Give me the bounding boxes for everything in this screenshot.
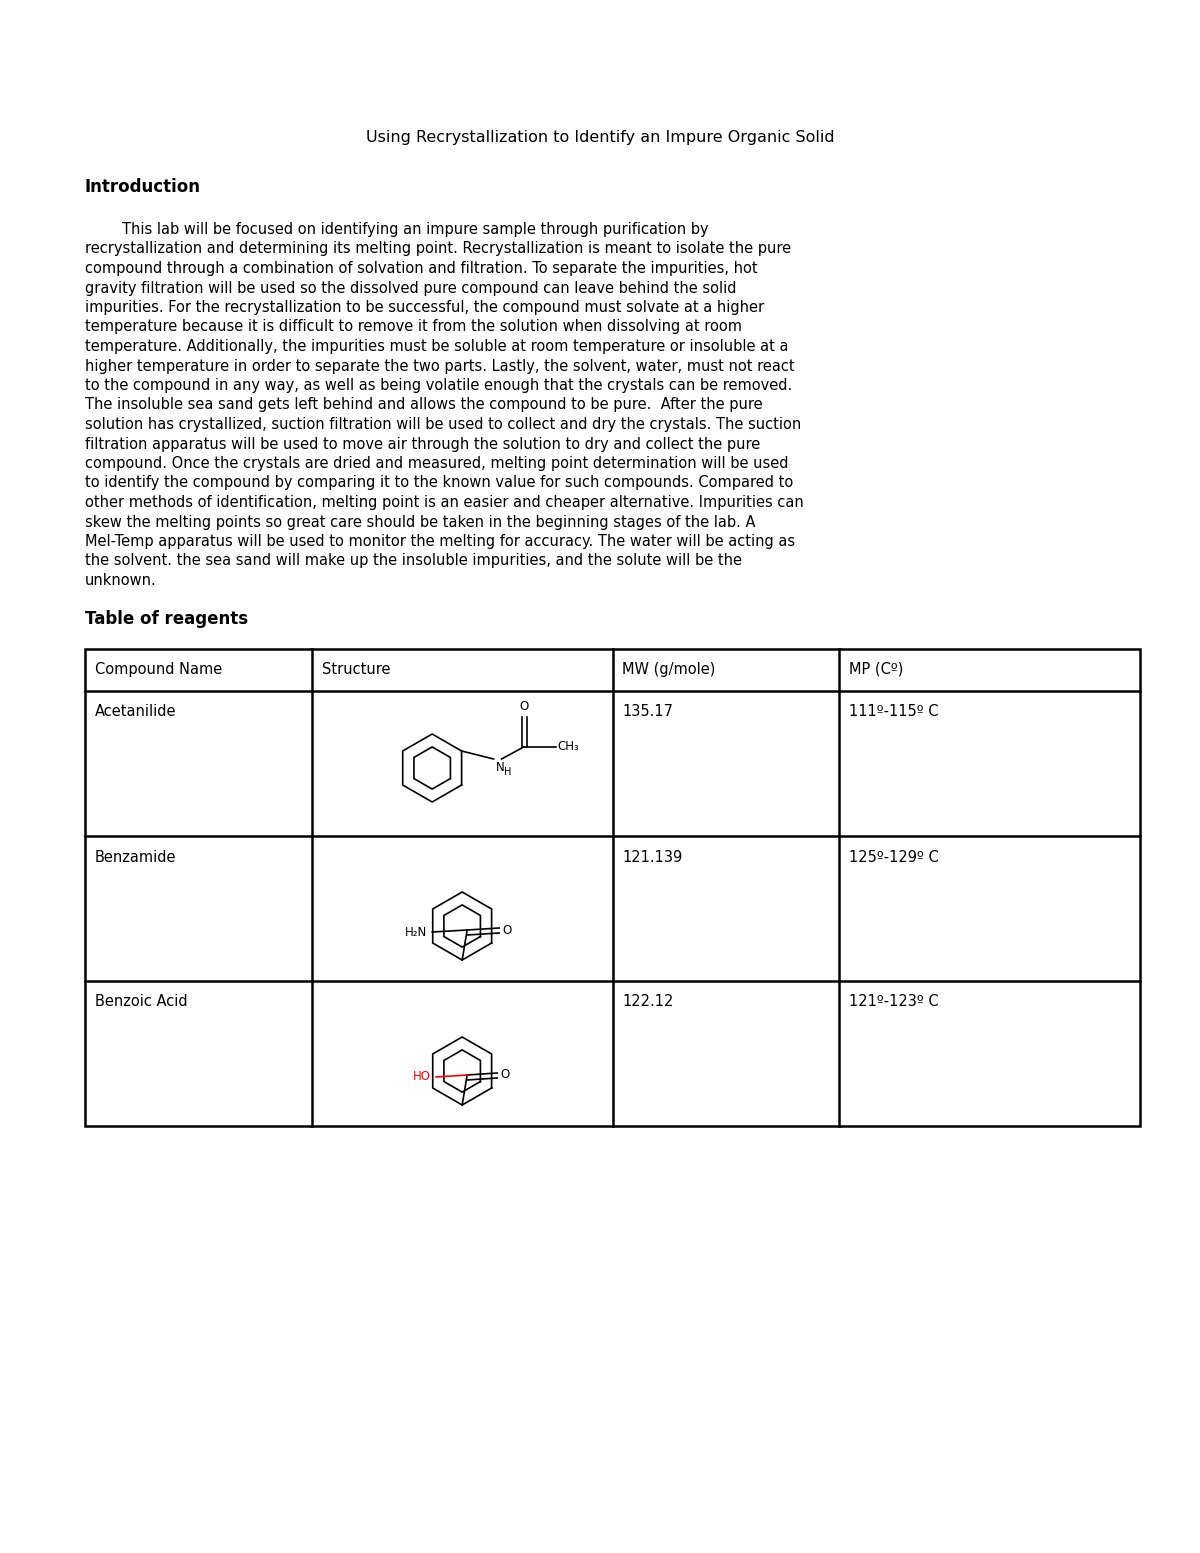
- Text: unknown.: unknown.: [85, 573, 157, 589]
- Text: 122.12: 122.12: [623, 994, 674, 1009]
- Text: to the compound in any way, as well as being volatile enough that the crystals c: to the compound in any way, as well as b…: [85, 377, 792, 393]
- Text: Structure: Structure: [322, 662, 390, 677]
- Text: skew the melting points so great care should be taken in the beginning stages of: skew the melting points so great care sh…: [85, 514, 756, 530]
- Text: solution has crystallized, suction filtration will be used to collect and dry th: solution has crystallized, suction filtr…: [85, 418, 802, 432]
- Text: gravity filtration will be used so the dissolved pure compound can leave behind : gravity filtration will be used so the d…: [85, 281, 737, 295]
- Text: recrystallization and determining its melting point. Recrystallization is meant : recrystallization and determining its me…: [85, 242, 791, 256]
- Text: Mel-Temp apparatus will be used to monitor the melting for accuracy. The water w: Mel-Temp apparatus will be used to monit…: [85, 534, 796, 550]
- Text: 111º-115º C: 111º-115º C: [850, 705, 938, 719]
- Text: 135.17: 135.17: [623, 705, 673, 719]
- Text: MP (Cº): MP (Cº): [850, 662, 904, 677]
- Text: MW (g/mole): MW (g/mole): [623, 662, 716, 677]
- Text: 125º-129º C: 125º-129º C: [850, 849, 940, 865]
- Text: 121º-123º C: 121º-123º C: [850, 994, 938, 1009]
- Text: Using Recrystallization to Identify an Impure Organic Solid: Using Recrystallization to Identify an I…: [366, 130, 834, 144]
- Text: O: O: [518, 700, 528, 713]
- Text: other methods of identification, melting point is an easier and cheaper alternat: other methods of identification, melting…: [85, 495, 804, 509]
- Text: to identify the compound by comparing it to the known value for such compounds. : to identify the compound by comparing it…: [85, 475, 793, 491]
- Text: Table of reagents: Table of reagents: [85, 610, 248, 629]
- Text: Introduction: Introduction: [85, 179, 202, 196]
- Text: H₂N: H₂N: [404, 926, 427, 938]
- Text: 121.139: 121.139: [623, 849, 683, 865]
- Text: HO: HO: [413, 1070, 431, 1084]
- Text: O: O: [502, 924, 511, 936]
- Text: the solvent. the sea sand will make up the insoluble impurities, and the solute : the solvent. the sea sand will make up t…: [85, 553, 742, 568]
- Text: The insoluble sea sand gets left behind and allows the compound to be pure.  Aft: The insoluble sea sand gets left behind …: [85, 398, 763, 413]
- Bar: [85, 649, 1140, 1126]
- Text: impurities. For the recrystallization to be successful, the compound must solvat: impurities. For the recrystallization to…: [85, 300, 764, 315]
- Text: Benzamide: Benzamide: [95, 849, 176, 865]
- Text: This lab will be focused on identifying an impure sample through purification by: This lab will be focused on identifying …: [85, 222, 709, 238]
- Text: filtration apparatus will be used to move air through the solution to dry and co: filtration apparatus will be used to mov…: [85, 436, 761, 452]
- Text: Compound Name: Compound Name: [95, 662, 222, 677]
- Text: compound. Once the crystals are dried and measured, melting point determination : compound. Once the crystals are dried an…: [85, 457, 788, 471]
- Text: N: N: [496, 761, 504, 773]
- Text: CH₃: CH₃: [558, 741, 580, 753]
- Text: Acetanilide: Acetanilide: [95, 705, 176, 719]
- Text: H: H: [504, 767, 511, 776]
- Text: O: O: [500, 1068, 510, 1081]
- Text: temperature because it is difficult to remove it from the solution when dissolvi: temperature because it is difficult to r…: [85, 320, 742, 334]
- Text: temperature. Additionally, the impurities must be soluble at room temperature or: temperature. Additionally, the impuritie…: [85, 339, 788, 354]
- Text: Benzoic Acid: Benzoic Acid: [95, 994, 187, 1009]
- Text: higher temperature in order to separate the two parts. Lastly, the solvent, wate: higher temperature in order to separate …: [85, 359, 794, 374]
- Text: compound through a combination of solvation and filtration. To separate the impu: compound through a combination of solvat…: [85, 261, 757, 276]
